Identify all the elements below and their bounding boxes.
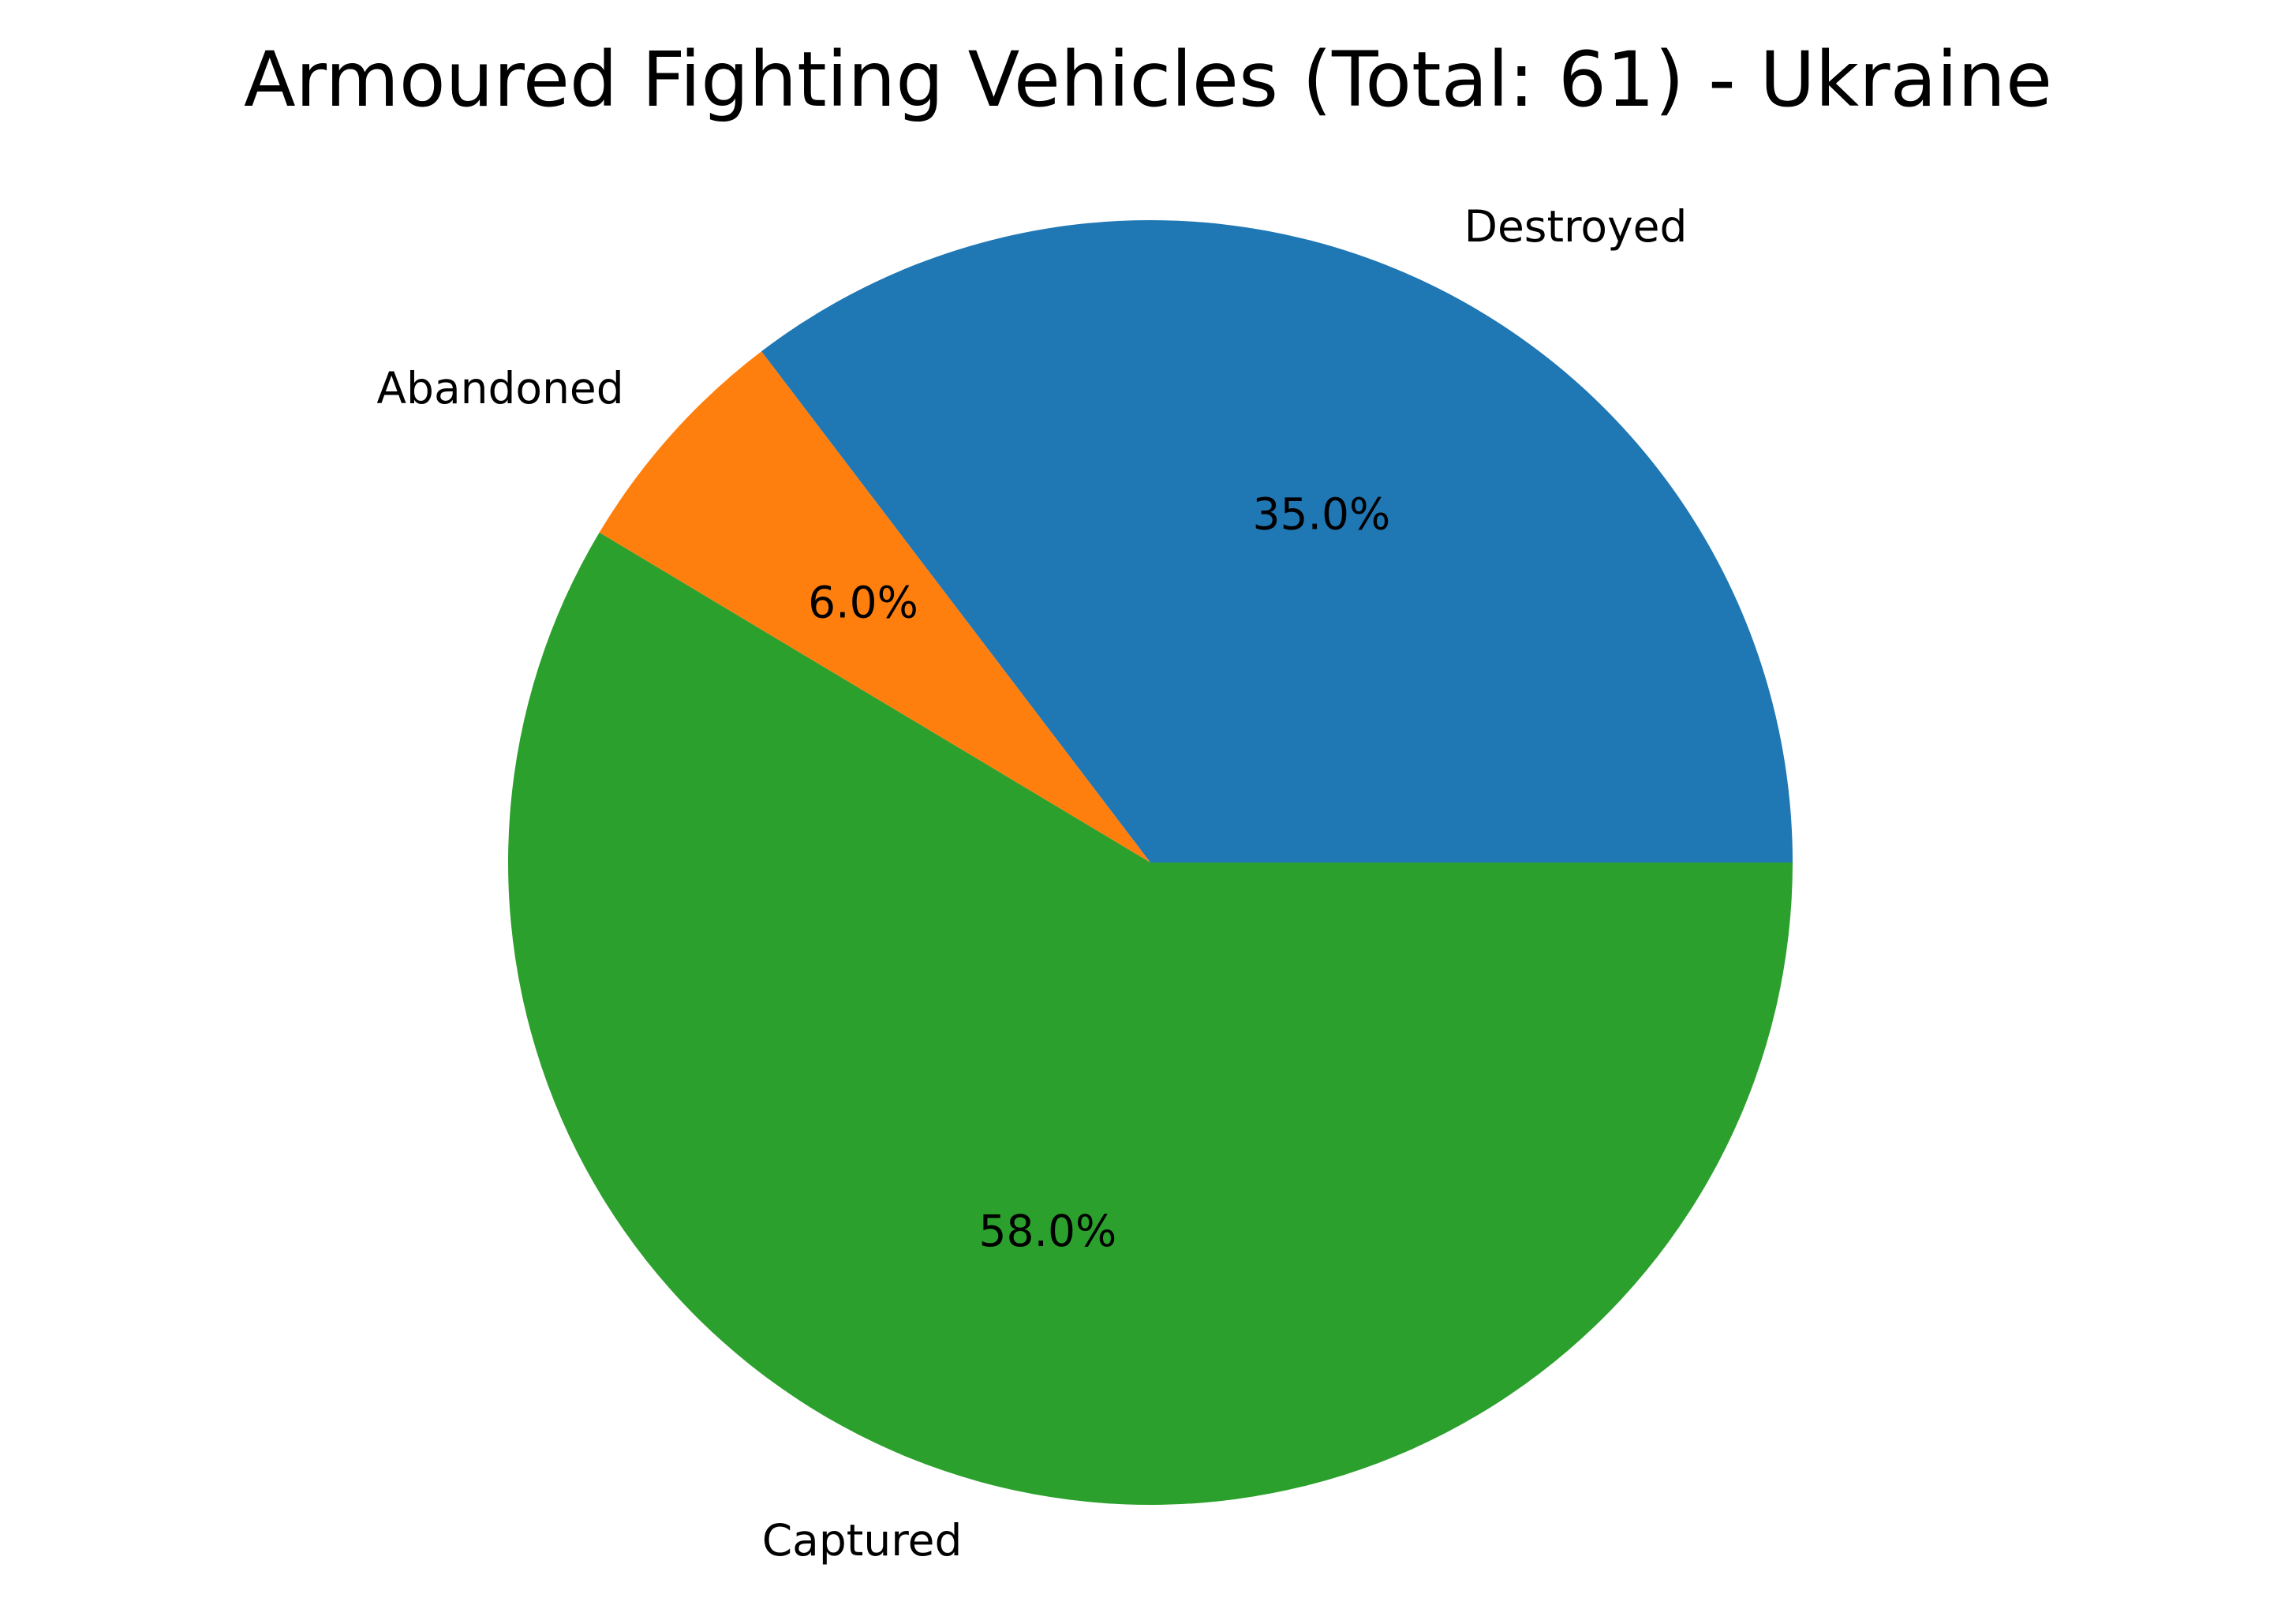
pct-label-abandoned: 6.0% bbox=[808, 577, 918, 627]
pie-slice-abandoned bbox=[599, 351, 1150, 863]
chart-title: Armoured Fighting Vehicles (Total: 61) -… bbox=[244, 36, 2052, 124]
pie-slices bbox=[508, 220, 1793, 1506]
pie-slice-destroyed bbox=[761, 220, 1793, 863]
slice-label-captured: Captured bbox=[762, 1515, 963, 1566]
pie-labels: Destroyed 35.0% Abandoned 6.0% Captured 58.0% bbox=[376, 201, 1687, 1566]
pct-label-captured: 58.0% bbox=[978, 1206, 1116, 1256]
pct-label-destroyed: 35.0% bbox=[1253, 489, 1391, 540]
slice-label-abandoned: Abandoned bbox=[376, 363, 623, 413]
pie-slice-captured bbox=[508, 532, 1793, 1506]
slice-label-destroyed: Destroyed bbox=[1464, 201, 1688, 252]
